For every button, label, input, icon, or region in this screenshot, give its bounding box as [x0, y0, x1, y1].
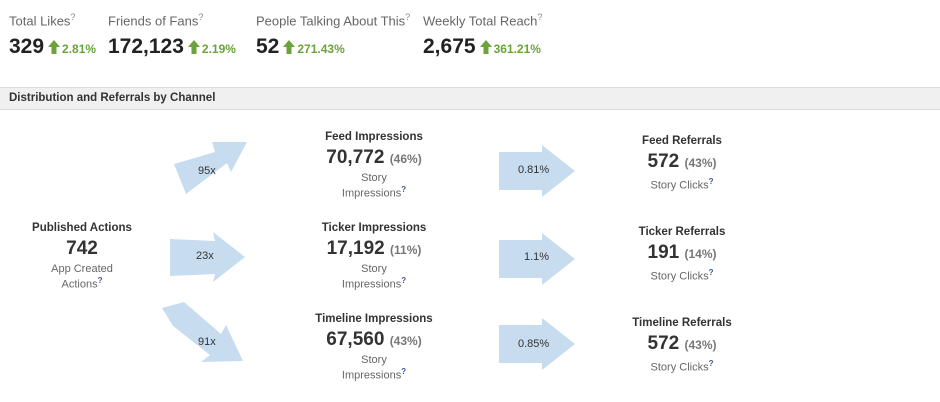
node-title: Published Actions: [32, 222, 132, 234]
node-title: Timeline Impressions: [315, 313, 433, 325]
section-title: Distribution and Referrals by Channel: [9, 92, 216, 104]
arrow-shape: [174, 142, 247, 194]
node-sub: Story: [361, 172, 387, 184]
arrow-multiplier-ticker: 23x: [165, 232, 255, 282]
node-value: 17,192: [326, 238, 385, 259]
arrow-up-icon: [187, 40, 200, 55]
help-icon[interactable]: ?: [708, 359, 714, 368]
node-sub: Actions: [61, 278, 98, 291]
timeline-impressions: Timeline Impressions 67,560 (43%) Story …: [299, 313, 449, 382]
arrow-shape: [499, 145, 575, 197]
multiplier-label: 91x: [198, 336, 216, 348]
node-sub: Impressions: [341, 369, 402, 382]
stat-value: 329: [9, 35, 45, 59]
arrow-ctr-feed: 0.81%: [497, 145, 579, 197]
arrow-shape: [162, 302, 243, 362]
stat-weekly-reach: Weekly Total Reach? 2,675 361.21%: [423, 12, 542, 59]
arrow-shape: [499, 318, 575, 370]
node-sub: Story Clicks: [650, 179, 709, 192]
ctr-label: 0.81%: [518, 164, 550, 176]
arrow-multiplier-timeline: 91x: [158, 300, 258, 370]
ctr-label: 1.1%: [524, 251, 550, 263]
node-title: Feed Referrals: [642, 135, 722, 147]
stat-change: 2.19%: [201, 42, 236, 57]
node-sub: Story Clicks: [650, 361, 709, 374]
stat-label: Total Likes: [9, 13, 71, 29]
ctr-label: 0.85%: [518, 338, 550, 350]
stat-total-likes: Total Likes? 329 2.81%: [9, 12, 96, 59]
node-title: Ticker Referrals: [638, 226, 726, 238]
stat-label: Friends of Fans: [108, 13, 199, 29]
stat-value: 2,675: [423, 35, 476, 59]
stat-label: Weekly Total Reach: [423, 13, 538, 29]
node-title: Timeline Referrals: [632, 317, 732, 329]
stat-change: 2.81%: [62, 42, 97, 57]
node-percent: (43%): [684, 338, 717, 352]
node-percent: (43%): [684, 156, 717, 170]
arrow-up-icon: [479, 40, 492, 55]
node-sub: Story Clicks: [650, 270, 709, 283]
node-percent: (43%): [389, 334, 422, 348]
stat-change: 361.21%: [493, 42, 541, 57]
node-percent: (46%): [389, 152, 422, 166]
help-icon[interactable]: ?: [537, 12, 543, 22]
node-value: 70,772: [326, 147, 385, 168]
stat-people-talking: People Talking About This? 52 271.43%: [256, 12, 410, 59]
help-icon[interactable]: ?: [708, 177, 714, 186]
node-sub: Story: [361, 354, 387, 366]
ticker-impressions: Ticker Impressions 17,192 (11%) Story Im…: [299, 222, 449, 291]
help-icon[interactable]: ?: [401, 185, 407, 194]
arrow-ctr-timeline: 0.85%: [497, 318, 579, 370]
stat-friends-of-fans: Friends of Fans? 172,123 2.19%: [108, 12, 236, 59]
help-icon[interactable]: ?: [401, 276, 407, 285]
node-sub: Impressions: [341, 187, 402, 200]
published-actions: Published Actions 742 App Created Action…: [22, 222, 142, 291]
stat-value: 172,123: [108, 35, 184, 59]
help-icon[interactable]: ?: [198, 12, 204, 22]
help-icon[interactable]: ?: [97, 276, 103, 285]
arrow-up-icon: [283, 40, 296, 55]
node-sub: App Created: [51, 263, 113, 275]
node-sub: Story: [361, 263, 387, 275]
help-icon[interactable]: ?: [405, 12, 411, 22]
arrow-shape: [170, 232, 245, 282]
section-header: Distribution and Referrals by Channel: [0, 87, 940, 110]
feed-impressions: Feed Impressions 70,772 (46%) Story Impr…: [299, 131, 449, 200]
ticker-referrals: Ticker Referrals 191 (14%) Story Clicks?: [612, 226, 752, 283]
arrow-multiplier-feed: 95x: [160, 130, 260, 210]
stat-label: People Talking About This: [256, 13, 406, 29]
node-value: 67,560: [326, 329, 385, 350]
timeline-referrals: Timeline Referrals 572 (43%) Story Click…: [612, 317, 752, 374]
help-icon[interactable]: ?: [708, 268, 714, 277]
feed-referrals: Feed Referrals 572 (43%) Story Clicks?: [612, 135, 752, 192]
node-value: 742: [66, 238, 98, 259]
node-percent: (11%): [390, 243, 422, 257]
multiplier-label: 23x: [196, 250, 214, 262]
help-icon[interactable]: ?: [401, 367, 407, 376]
node-value: 191: [647, 242, 680, 263]
node-value: 572: [647, 151, 680, 172]
arrow-shape: [499, 233, 575, 285]
stat-value: 52: [256, 35, 280, 59]
node-value: 572: [647, 333, 680, 354]
multiplier-label: 95x: [198, 165, 216, 177]
node-title: Ticker Impressions: [321, 222, 427, 234]
help-icon[interactable]: ?: [70, 12, 76, 22]
node-sub: Impressions: [341, 278, 402, 291]
arrow-ctr-ticker: 1.1%: [497, 233, 579, 285]
arrow-up-icon: [48, 40, 61, 55]
node-title: Feed Impressions: [325, 131, 423, 143]
stat-change: 271.43%: [297, 42, 345, 57]
node-percent: (14%): [684, 247, 717, 261]
